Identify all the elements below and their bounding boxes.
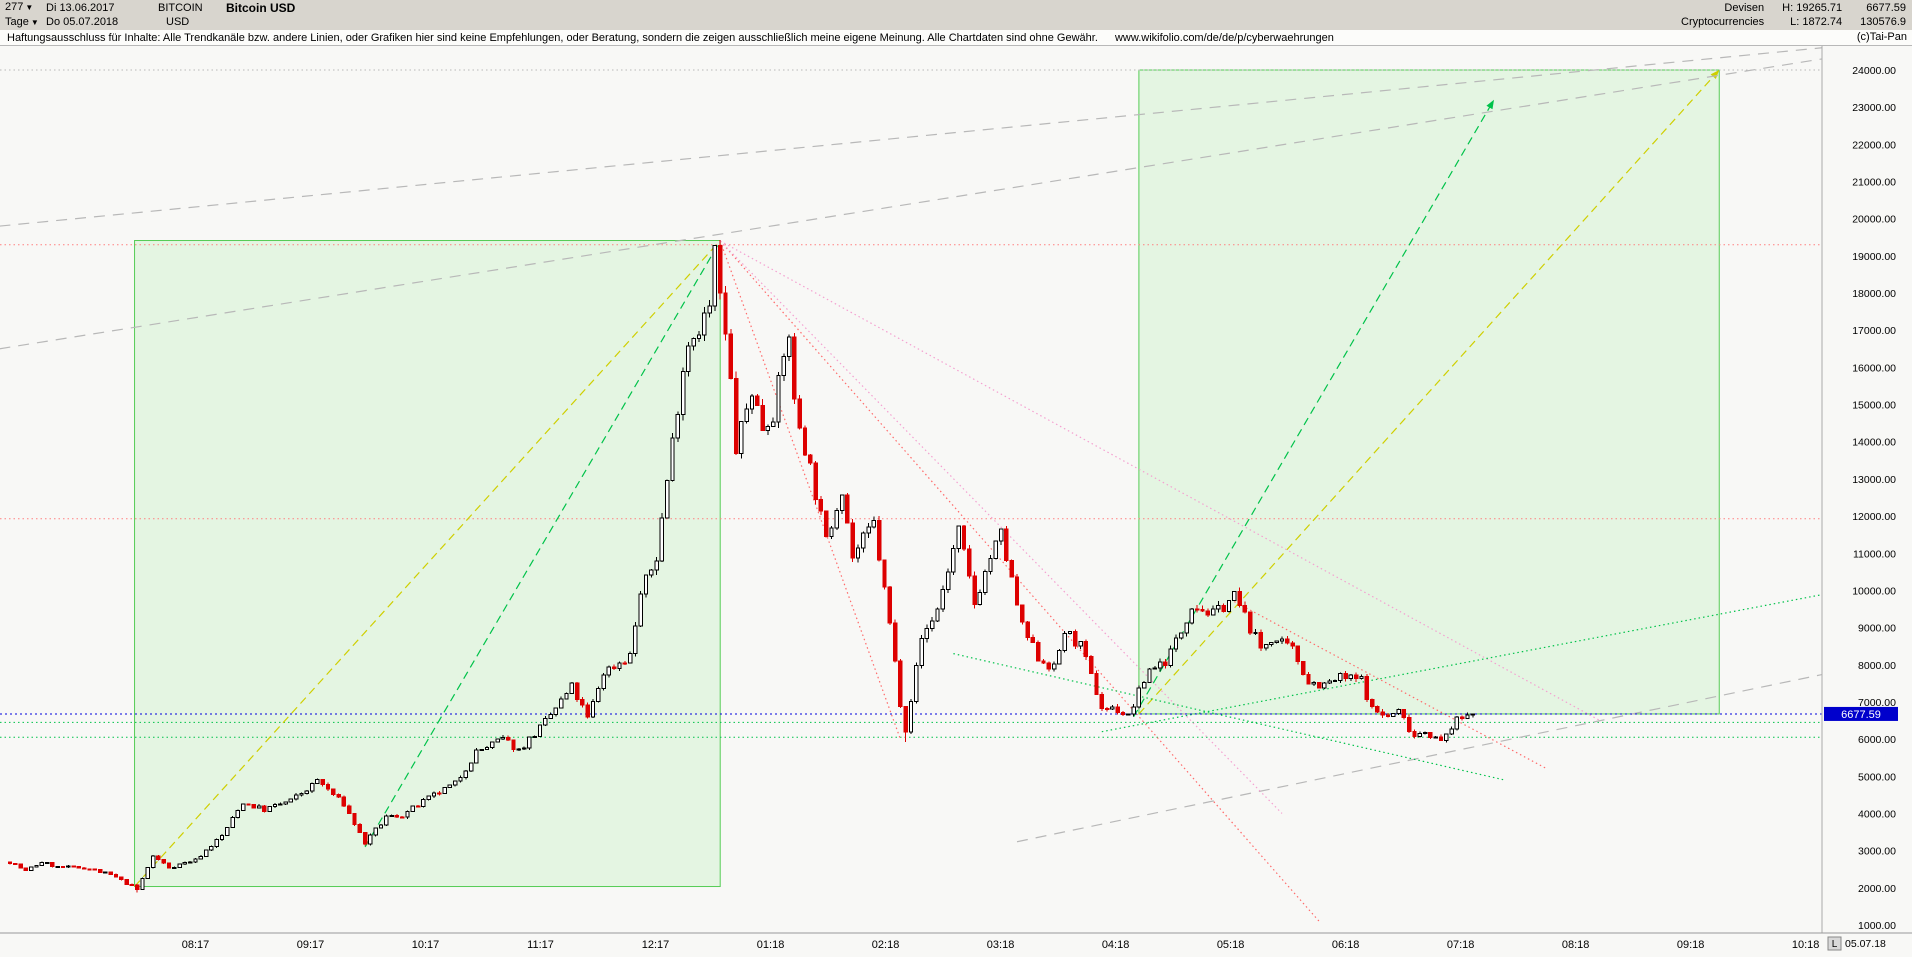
x-axis-label: 09:18: [1677, 939, 1705, 951]
date-from: Di 13.06.2017: [46, 2, 115, 14]
disclaimer-bar: Haftungsausschluss für Inhalte: Alle Tre…: [0, 30, 1912, 46]
y-axis-label: 21000.00: [1852, 177, 1896, 189]
date-to: Do 05.07.2018: [46, 16, 119, 28]
x-axis-label: 07:18: [1447, 939, 1475, 951]
y-axis-label: 24000.00: [1852, 65, 1896, 77]
x-axis-label: 08:18: [1562, 939, 1590, 951]
category-line1: Devisen: [1724, 2, 1765, 14]
y-axis-label: 9000.00: [1858, 623, 1896, 635]
y-axis-label: 5000.00: [1858, 771, 1896, 783]
high-low-block: H: 19265.71 L: 1872.74: [1782, 1, 1842, 29]
x-axis-label: 09:17: [297, 939, 325, 951]
header-right-info: Devisen Cryptocurrencies H: 19265.71 L: …: [1681, 1, 1906, 29]
bars-count-value: 277: [5, 1, 24, 13]
last-price-chip-label: 6677.59: [1841, 709, 1881, 721]
x-axis-label: 08:17: [182, 939, 210, 951]
last-date-label: 05.07.18: [1845, 938, 1886, 950]
y-axis-label: 22000.00: [1852, 139, 1896, 151]
candlestick-chart-canvas[interactable]: 1000.00 2000.00 3000.00 4000.00 5000.00 6000.…: [0, 46, 1912, 952]
y-axis-label: 18000.00: [1852, 288, 1896, 300]
x-axis-label: 10:17: [412, 939, 440, 951]
y-axis-label: 6000.00: [1858, 734, 1896, 746]
high-value: H: 19265.71: [1782, 2, 1843, 14]
x-axis-label: 12:17: [642, 939, 670, 951]
y-axis-label: 10000.00: [1852, 585, 1896, 597]
x-axis-label: 06:18: [1332, 939, 1360, 951]
volume-value: 130576.9: [1860, 16, 1906, 28]
last-marker-label: L: [1832, 939, 1838, 950]
y-axis-label: 16000.00: [1852, 362, 1896, 374]
copyright-label: (c)Tai-Pan: [1856, 31, 1907, 43]
caret-down-icon: ▼: [30, 18, 39, 27]
bars-count-dropdown[interactable]: 277 ▼: [5, 1, 33, 14]
y-axis-label: 7000.00: [1858, 697, 1896, 709]
price-volume-block: 6677.59 130576.9: [1860, 1, 1906, 29]
x-axis-label: 03:18: [987, 939, 1015, 951]
disclaimer-text: Haftungsausschluss für Inhalte: Alle Tre…: [7, 32, 1098, 44]
y-axis-label: 15000.00: [1852, 400, 1896, 412]
period-value: Tage: [5, 16, 29, 28]
x-axis-label: 05:18: [1217, 939, 1245, 951]
period-dropdown[interactable]: Tage ▼: [5, 16, 39, 29]
caret-down-icon: ▼: [25, 3, 34, 12]
category-block: Devisen Cryptocurrencies: [1681, 1, 1764, 29]
last-marker-box: [1827, 936, 1842, 951]
y-axis-label: 8000.00: [1858, 660, 1896, 672]
x-axis-label: 02:18: [872, 939, 900, 951]
y-axis-label: 12000.00: [1852, 511, 1896, 523]
y-axis-label: 14000.00: [1852, 437, 1896, 449]
x-axis-label: 11:17: [527, 939, 554, 951]
y-axis-label: 2000.00: [1858, 883, 1896, 895]
y-axis-label: 3000.00: [1858, 846, 1896, 858]
header-bar: 277 ▼ Tage ▼ Di 13.06.2017 Do 05.07.2018 B…: [0, 0, 1912, 31]
currency-field: USD: [166, 16, 190, 28]
low-value: L: 1872.74: [1790, 16, 1843, 28]
category-line2: Cryptocurrencies: [1681, 16, 1765, 28]
price-chart[interactable]: 1000.00 2000.00 3000.00 4000.00 5000.00 6000.…: [0, 46, 1912, 952]
wikifolio-link[interactable]: www.wikifolio.com/de/de/p/cyberwaehrunge…: [1114, 32, 1334, 44]
y-axis-label: 23000.00: [1852, 102, 1896, 114]
y-axis-label: 13000.00: [1852, 474, 1896, 486]
x-axis-label: 04:18: [1102, 939, 1130, 951]
y-axis-label: 19000.00: [1852, 251, 1896, 263]
y-axis-label: 17000.00: [1852, 325, 1896, 337]
x-axis-label: 10:18: [1792, 939, 1820, 951]
instrument-title: Bitcoin USD: [226, 1, 296, 15]
y-axis-label: 11000.00: [1853, 548, 1896, 560]
y-axis-label: 1000.00: [1858, 920, 1896, 932]
last-price: 6677.59: [1866, 2, 1906, 14]
y-axis-label: 20000.00: [1852, 214, 1896, 226]
x-axis-label: 01:18: [757, 939, 785, 951]
y-axis-label: 4000.00: [1858, 808, 1896, 820]
last-price-chip: [1824, 706, 1898, 721]
symbol-field[interactable]: BITCOIN: [158, 2, 203, 14]
